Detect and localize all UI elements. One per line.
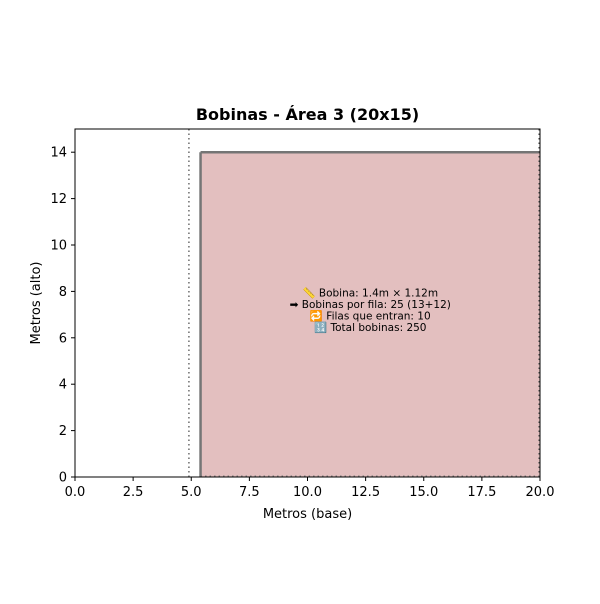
filled-region-layer: [199, 150, 541, 477]
y-tick-label: 2: [59, 424, 67, 439]
filled-region: [200, 152, 541, 477]
x-tick-label: 17.5: [467, 485, 496, 500]
y-tick-label: 12: [50, 192, 67, 207]
x-tick-label: 0.0: [65, 485, 86, 500]
y-tick-label: 10: [50, 239, 67, 254]
y-tick-label: 0: [59, 471, 67, 486]
x-tick-label: 15.0: [409, 485, 438, 500]
x-tick-label: 2.5: [123, 485, 144, 500]
y-tick-label: 6: [59, 331, 67, 346]
text-layer: Bobinas - Área 3 (20x15) Metros (base) Met…: [29, 105, 451, 522]
x-tick-label: 10.0: [293, 485, 322, 500]
y-tick-label: 8: [59, 285, 67, 300]
annotation-line: 📏 Bobina: 1.4m × 1.12m: [302, 286, 438, 299]
ticks-layer: 0.0 2.5 5.0 7.5 10.0 12.5 15.0 17.5 20.0 0 2 4 6 8 10 1…: [50, 146, 554, 500]
x-axis-label: Metros (base): [263, 507, 352, 522]
y-axis-label: Metros (alto): [29, 261, 44, 344]
chart-title: Bobinas - Área 3 (20x15): [196, 105, 419, 124]
x-tick-label: 12.5: [351, 485, 380, 500]
annotation-line: 🔁 Filas que entran: 10: [310, 309, 431, 322]
x-tick-label: 20.0: [526, 485, 555, 500]
annotation-line: 🔢 Total bobinas: 250: [314, 321, 426, 334]
y-tick-label: 4: [59, 378, 67, 393]
x-tick-label: 7.5: [239, 485, 260, 500]
annotation-line: ➡ Bobinas por fila: 25 (13+12): [290, 299, 451, 311]
y-tick-label: 14: [50, 146, 67, 161]
x-tick-label: 5.0: [181, 485, 202, 500]
